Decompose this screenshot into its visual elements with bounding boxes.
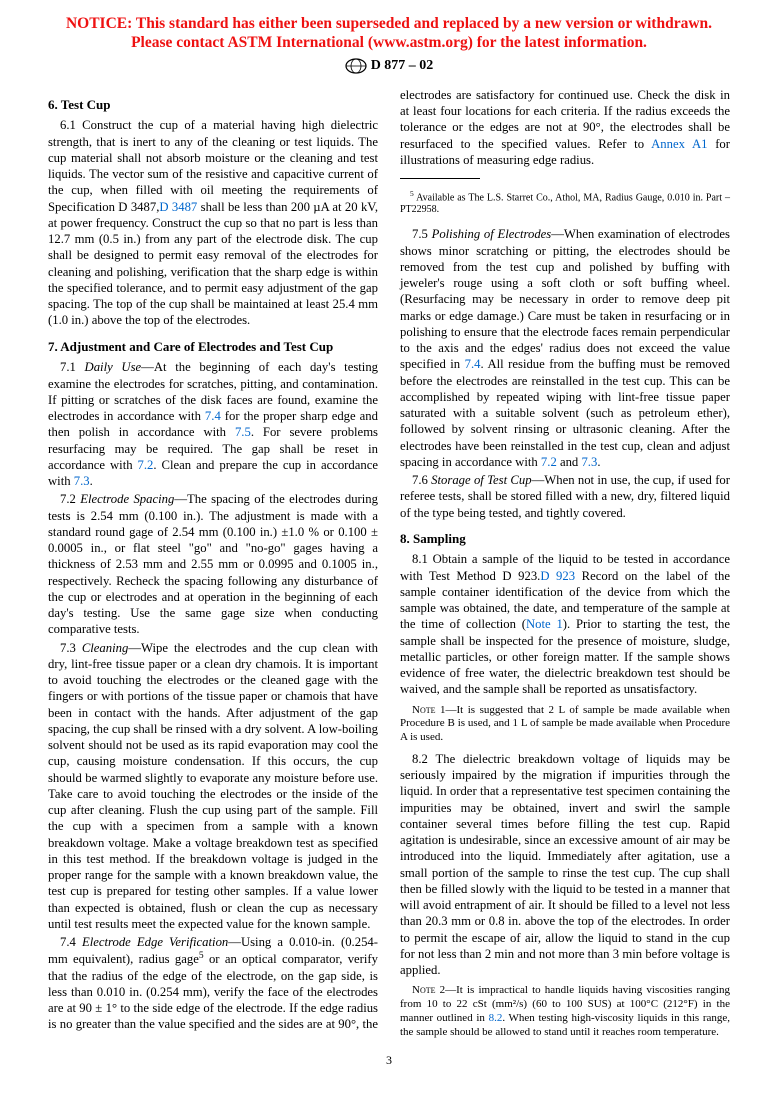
link-7-4[interactable]: 7.4 — [205, 409, 221, 423]
link-8-2[interactable]: 8.2 — [489, 1012, 503, 1024]
para-8-1: 8.1 Obtain a sample of the liquid to be … — [400, 551, 730, 697]
text: —Wipe the electrodes and the cup clean w… — [48, 641, 378, 931]
section-8-heading: 8. Sampling — [400, 531, 730, 548]
text: 7.6 — [412, 473, 431, 487]
subhead-electrode-spacing: Electrode Spacing — [80, 492, 174, 506]
link-7-3[interactable]: 7.3 — [74, 474, 90, 488]
para-7-2: 7.2 Electrode Spacing—The spacing of the… — [48, 491, 378, 637]
link-7-5[interactable]: 7.5 — [235, 425, 251, 439]
para-7-5: 7.5 Polishing of Electrodes—When examina… — [400, 226, 730, 470]
page-number: 3 — [48, 1053, 730, 1068]
document-header: D 877 – 02 — [48, 57, 730, 75]
link-7-2[interactable]: 7.2 — [138, 458, 154, 472]
link-note-1[interactable]: Note 1 — [526, 617, 563, 631]
subhead-cleaning: Cleaning — [82, 641, 129, 655]
subhead-edge-verification: Electrode Edge Verification — [82, 935, 228, 949]
note-1-label: Note 1 — [412, 704, 446, 716]
para-7-6: 7.6 Storage of Test Cup—When not in use,… — [400, 472, 730, 521]
text: 7.5 — [412, 227, 432, 241]
link-annex-a1[interactable]: Annex A1 — [651, 137, 707, 151]
text: 7.3 — [60, 641, 82, 655]
link-7-3b[interactable]: 7.3 — [581, 455, 597, 469]
text: 7.2 — [60, 492, 80, 506]
page: NOTICE: This standard has either been su… — [0, 0, 778, 1098]
text: . — [597, 455, 600, 469]
note-2-label: Note 2 — [412, 984, 445, 996]
link-7-4b[interactable]: 7.4 — [465, 357, 481, 371]
text: . All residue from the buffing must be r… — [400, 357, 730, 469]
link-d3487[interactable]: D 3487 — [159, 200, 197, 214]
text: 7.4 — [60, 935, 82, 949]
text: 7.1 — [60, 360, 85, 374]
notice-banner: NOTICE: This standard has either been su… — [48, 14, 730, 53]
para-6-1: 6.1 Construct the cup of a material havi… — [48, 117, 378, 328]
notice-line-2: Please contact ASTM International (www.a… — [131, 34, 647, 51]
para-7-3: 7.3 Cleaning—Wipe the electrodes and the… — [48, 640, 378, 933]
text: —When examination of electrodes shows mi… — [400, 227, 730, 371]
text: and — [557, 455, 582, 469]
text: . — [90, 474, 93, 488]
designation: D 877 – 02 — [371, 58, 434, 73]
footnote-text: Available as The L.S. Starret Co., Athol… — [400, 192, 730, 215]
note-2: Note 2—It is impractical to handle liqui… — [400, 984, 730, 1039]
footnote-block: 5 Available as The L.S. Starret Co., Ath… — [400, 178, 730, 216]
link-7-2b[interactable]: 7.2 — [541, 455, 557, 469]
section-6-heading: 6. Test Cup — [48, 97, 378, 114]
para-8-2: 8.2 The dielectric breakdown voltage of … — [400, 751, 730, 979]
note-1-text: —It is suggested that 2 L of sample be m… — [400, 704, 730, 744]
subhead-polishing: Polishing of Electrodes — [432, 227, 552, 241]
note-1: Note 1—It is suggested that 2 L of sampl… — [400, 704, 730, 745]
link-d923[interactable]: D 923 — [540, 569, 575, 583]
footnote-5: 5 Available as The L.S. Starret Co., Ath… — [400, 189, 730, 216]
subhead-daily-use: Daily Use — [85, 360, 142, 374]
astm-logo-icon — [345, 57, 367, 75]
subhead-storage: Storage of Test Cup — [431, 473, 531, 487]
body-columns: 6. Test Cup 6.1 Construct the cup of a m… — [48, 87, 730, 1040]
para-7-1: 7.1 Daily Use—At the beginning of each d… — [48, 359, 378, 489]
text: shall be less than 200 µA at 20 kV, at p… — [48, 200, 378, 328]
notice-line-1: NOTICE: This standard has either been su… — [66, 15, 712, 32]
section-7-heading: 7. Adjustment and Care of Electrodes and… — [48, 339, 378, 356]
footnote-separator — [400, 178, 480, 179]
text: —The spacing of the electrodes during te… — [48, 492, 378, 636]
